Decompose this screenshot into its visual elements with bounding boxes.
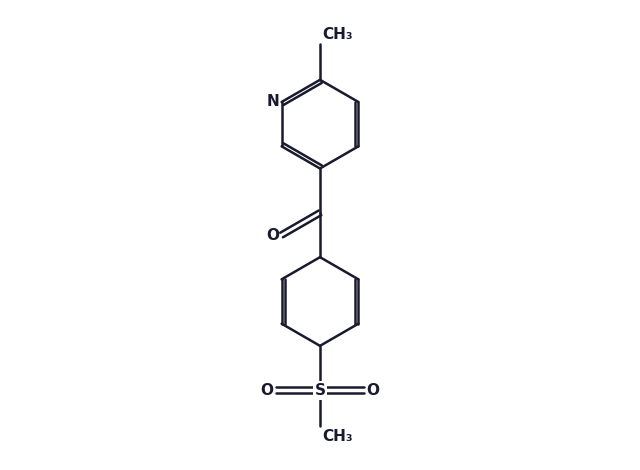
Text: O: O (266, 227, 280, 243)
Text: CH₃: CH₃ (323, 429, 353, 444)
Text: O: O (367, 383, 380, 398)
Text: O: O (260, 383, 273, 398)
Text: CH₃: CH₃ (323, 27, 353, 42)
Text: S: S (314, 383, 326, 398)
Text: N: N (267, 94, 280, 110)
